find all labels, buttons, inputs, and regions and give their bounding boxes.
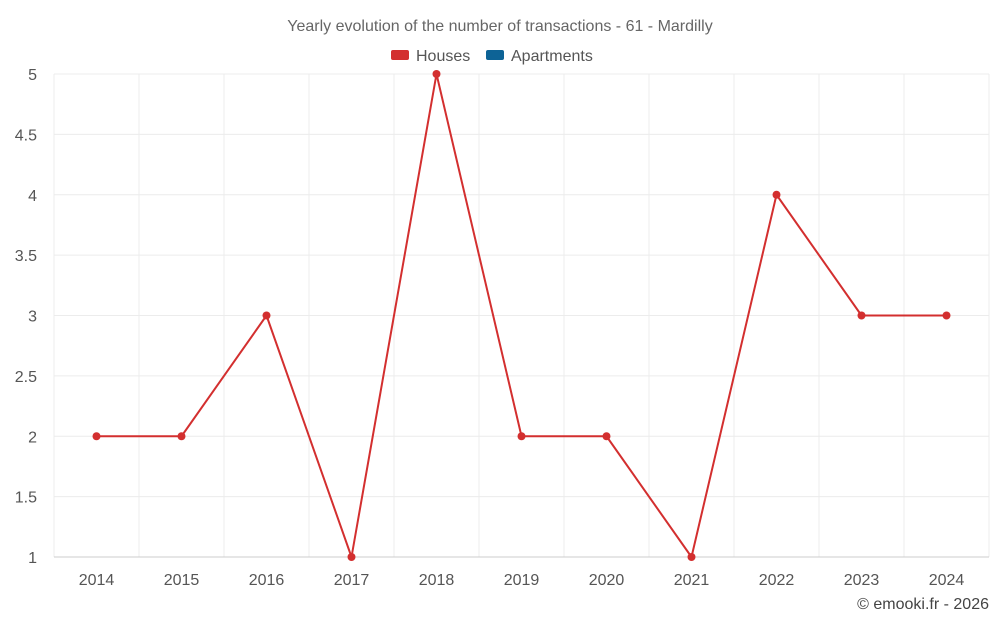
x-tick-label: 2020 bbox=[589, 572, 625, 589]
data-point[interactable] bbox=[92, 432, 101, 441]
y-tick-label: 3.5 bbox=[15, 248, 37, 265]
x-tick-label: 2014 bbox=[79, 572, 115, 589]
data-point[interactable] bbox=[772, 190, 781, 199]
x-tick-label: 2017 bbox=[334, 572, 370, 589]
data-point[interactable] bbox=[347, 553, 356, 561]
x-tick-label: 2024 bbox=[929, 572, 965, 589]
data-point[interactable] bbox=[687, 553, 696, 561]
data-point[interactable] bbox=[262, 311, 271, 320]
x-axis-ticks: 2014 2015 2016 2017 2018 2019 2020 2021 2022 2023… bbox=[79, 572, 965, 589]
legend-item-houses[interactable]: Houses bbox=[391, 48, 470, 65]
y-tick-label: 1 bbox=[28, 550, 37, 567]
y-tick-label: 2.5 bbox=[15, 369, 37, 386]
y-tick-label: 4.5 bbox=[15, 127, 37, 144]
legend-swatch-apartments bbox=[486, 50, 504, 60]
legend-label-houses: Houses bbox=[416, 48, 470, 65]
y-tick-label: 3 bbox=[28, 309, 37, 326]
data-point[interactable] bbox=[517, 432, 526, 441]
series-houses bbox=[92, 70, 951, 561]
x-tick-label: 2018 bbox=[419, 572, 455, 589]
x-tick-label: 2022 bbox=[759, 572, 795, 589]
data-point[interactable] bbox=[942, 311, 951, 320]
legend[interactable]: Houses Apartments bbox=[391, 48, 593, 65]
x-tick-label: 2019 bbox=[504, 572, 540, 589]
legend-label-apartments: Apartments bbox=[511, 48, 593, 65]
legend-swatch-houses bbox=[391, 50, 409, 60]
y-tick-label: 2 bbox=[28, 429, 37, 446]
x-tick-label: 2021 bbox=[674, 572, 710, 589]
x-tick-label: 2015 bbox=[164, 572, 200, 589]
legend-item-apartments[interactable]: Apartments bbox=[486, 48, 593, 65]
y-tick-label: 4 bbox=[28, 188, 37, 205]
x-tick-label: 2023 bbox=[844, 572, 880, 589]
y-axis-ticks: 1 1.5 2 2.5 3 3.5 4 4.5 5 bbox=[15, 67, 37, 567]
grid bbox=[53, 73, 990, 557]
data-point[interactable] bbox=[857, 311, 866, 320]
x-tick-label: 2016 bbox=[249, 572, 285, 589]
credit-text: © emooki.fr - 2026 bbox=[857, 596, 989, 613]
y-tick-label: 5 bbox=[28, 67, 37, 84]
data-point[interactable] bbox=[602, 432, 611, 441]
data-point[interactable] bbox=[432, 70, 441, 78]
data-point[interactable] bbox=[177, 432, 186, 441]
chart-title: Yearly evolution of the number of transa… bbox=[287, 18, 712, 35]
y-tick-label: 1.5 bbox=[15, 490, 37, 507]
